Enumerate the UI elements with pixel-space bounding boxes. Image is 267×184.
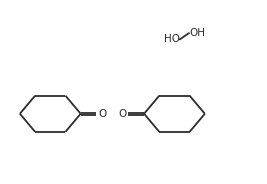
Text: O: O — [99, 109, 107, 119]
Text: O: O — [118, 109, 126, 119]
Text: OH: OH — [189, 28, 205, 38]
Text: HO: HO — [164, 34, 180, 45]
